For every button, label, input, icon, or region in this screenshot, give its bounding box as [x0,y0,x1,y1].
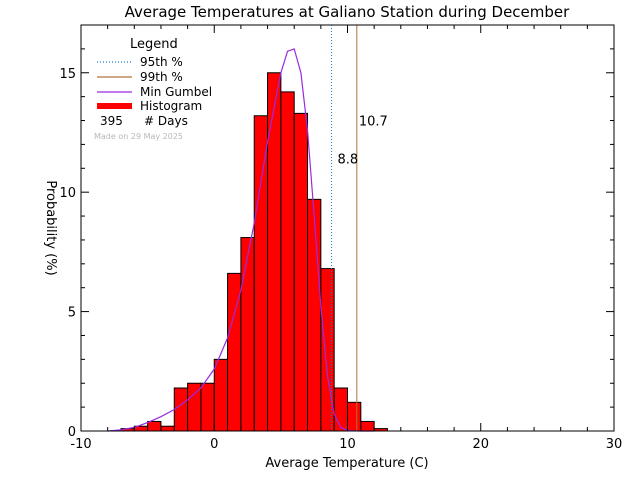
y-axis-label: Probability (%) [43,180,58,275]
x-axis-label: Average Temperature (C) [265,456,428,471]
y-tick-label: 5 [68,306,76,321]
histogram-bar [320,268,335,432]
legend-title: Legend [130,37,178,52]
y-tick-label: 15 [59,67,76,82]
histogram-bar [267,72,282,432]
p95-value-label: 8.8 [338,153,359,168]
histogram-bar [280,91,295,432]
legend-days-count: 395 [100,114,123,128]
histogram-bar [307,198,322,432]
x-tick-label: 30 [606,437,623,452]
histogram-bars [120,72,388,432]
histogram-bar [200,382,215,432]
p99-value-label: 10.7 [359,114,388,129]
legend-label-histogram: Histogram [140,99,202,113]
legend-label-gumbel: Min Gumbel [140,85,212,99]
legend: Legend 95th % 99th % Min Gumbel Histogra… [94,37,212,141]
histogram-bar [240,237,255,432]
histogram-bar [160,425,175,432]
made-on-note: Made on 29 May 2025 [94,132,183,141]
y-tick-label: 0 [68,425,76,440]
y-tick-label: 10 [59,186,76,201]
percentile-lines [331,25,358,431]
histogram-bar [360,420,375,432]
histogram-bar [333,387,348,432]
gumbel-curve [107,48,375,432]
x-tick-label: 20 [472,437,489,452]
histogram-bar [147,420,162,432]
histogram-bar [173,387,189,432]
x-tick-label: 0 [210,437,218,452]
legend-days-label: # Days [144,114,188,128]
histogram-bar [213,358,229,432]
histogram-bar [253,115,269,432]
histogram-bar [293,112,309,432]
histogram-bar [347,401,362,432]
x-tick-label: -10 [70,437,91,452]
chart-title: Average Temperatures at Galiano Station … [125,3,570,21]
gumbel-curve-group [107,48,375,432]
legend-label-99th: 99th % [140,70,183,84]
x-tick-label: 10 [339,437,356,452]
legend-label-95th: 95th % [140,55,183,69]
